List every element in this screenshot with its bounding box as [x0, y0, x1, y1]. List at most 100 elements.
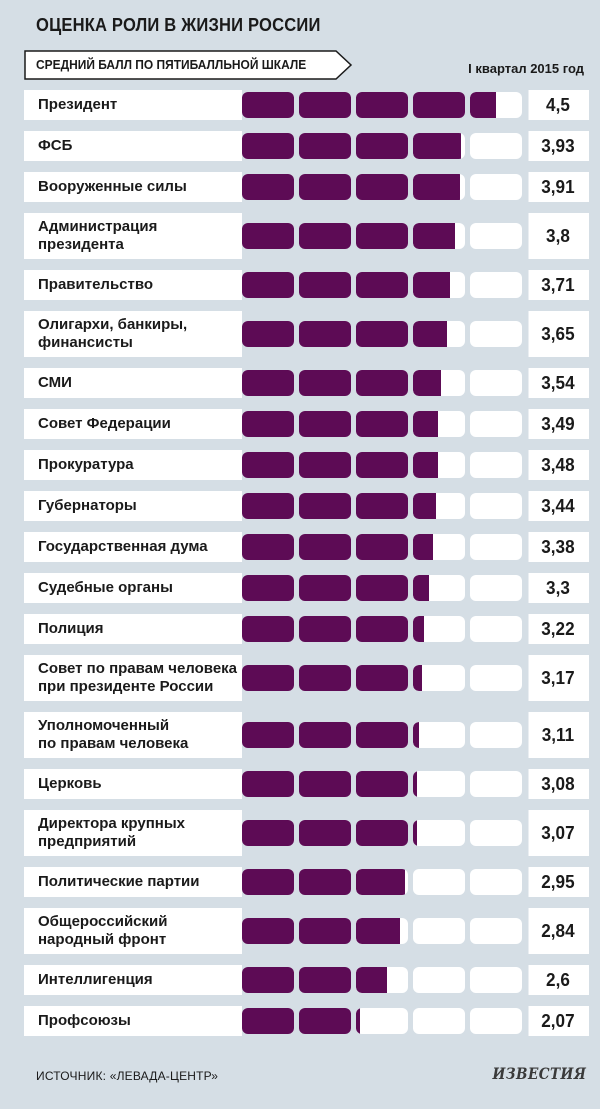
category-label-line: Олигархи, банкиры,	[38, 316, 188, 333]
bar-segment	[413, 272, 465, 298]
bar-fill	[242, 534, 294, 560]
bar-track	[242, 491, 527, 521]
bar-track	[242, 655, 527, 701]
bar-fill	[356, 223, 408, 249]
bar-segment	[356, 272, 408, 298]
bar-fill	[356, 133, 408, 159]
bar-segment	[356, 411, 408, 437]
bar-track	[242, 908, 527, 954]
bar-fill	[356, 820, 408, 846]
bar-segment	[356, 493, 408, 519]
bar-segment	[242, 223, 294, 249]
category-label: Олигархи, банкиры, финансисты	[38, 316, 238, 352]
bar-segment	[299, 616, 351, 642]
bar-segment	[470, 452, 522, 478]
bar-fill	[356, 174, 408, 200]
category-label: Администрация президента	[38, 218, 238, 254]
bar-fill	[242, 411, 294, 437]
bar-fill	[413, 722, 419, 748]
bar-segment	[299, 92, 351, 118]
bar-fill	[299, 820, 351, 846]
bar-fill	[356, 1008, 360, 1034]
category-label: ФСБ	[38, 137, 238, 155]
bar-fill	[356, 92, 408, 118]
bar-segment	[299, 411, 351, 437]
category-label-line: Совет по правам человека	[38, 660, 238, 677]
bar-fill	[242, 918, 294, 944]
value-label: 3,22	[526, 614, 588, 644]
bar-segment	[413, 370, 465, 396]
bar-segment	[413, 869, 465, 895]
category-label-line: финансисты	[38, 334, 133, 351]
bar-segment	[356, 575, 408, 601]
bar-segment	[470, 918, 522, 944]
bar-fill	[299, 493, 351, 519]
bar-segment	[413, 174, 465, 200]
bar-segment	[356, 918, 408, 944]
bar-fill	[356, 272, 408, 298]
bar-segment	[356, 1008, 408, 1034]
chart-row: Церковь 3,08	[24, 769, 589, 799]
bar-segment	[470, 174, 522, 200]
bar-fill	[470, 92, 496, 118]
bar-segment	[299, 133, 351, 159]
bar-segment	[299, 722, 351, 748]
category-label-line: СМИ	[38, 374, 72, 391]
bar-segment	[356, 370, 408, 396]
bar-fill	[413, 575, 429, 601]
chart-row: ФСБ 3,93	[24, 131, 589, 161]
category-label: СМИ	[38, 374, 238, 392]
value-label: 2,84	[526, 908, 588, 954]
bar-fill	[356, 452, 408, 478]
bar-segment	[299, 820, 351, 846]
value-label: 2,95	[526, 867, 588, 897]
bar-fill	[299, 967, 351, 993]
bar-segment	[470, 272, 522, 298]
bar-segment	[413, 820, 465, 846]
bar-fill	[413, 771, 418, 797]
bar-fill	[356, 771, 408, 797]
bar-track	[242, 712, 527, 758]
category-label: Уполномоченный по правам человека	[38, 717, 238, 753]
subtitle: СРЕДНИЙ БАЛЛ ПО ПЯТИБАЛЛЬНОЙ ШКАЛЕ	[36, 57, 307, 72]
bar-fill	[413, 321, 447, 347]
bar-segment	[470, 493, 522, 519]
izvestia-logo: ИЗВЕСТИЯ	[492, 1064, 586, 1083]
bar-segment	[356, 174, 408, 200]
value-label: 3,65	[526, 311, 588, 357]
bar-fill	[242, 771, 294, 797]
bar-segment	[356, 722, 408, 748]
category-label-line: президента	[38, 236, 124, 253]
bar-fill	[299, 411, 351, 437]
bar-segment	[242, 370, 294, 396]
bar-segment	[413, 665, 465, 691]
bar-segment	[413, 616, 465, 642]
bar-fill	[242, 223, 294, 249]
bar-segment	[242, 534, 294, 560]
bar-fill	[242, 92, 294, 118]
bar-fill	[242, 575, 294, 601]
value-label: 3,93	[526, 131, 588, 161]
value-label: 3,38	[526, 532, 588, 562]
bar-segment	[413, 534, 465, 560]
bar-fill	[242, 616, 294, 642]
bar-fill	[299, 223, 351, 249]
bar-fill	[413, 493, 436, 519]
value-label: 3,71	[526, 270, 588, 300]
bar-segment	[356, 869, 408, 895]
bar-segment	[299, 665, 351, 691]
category-label: Церковь	[38, 775, 238, 793]
bar-fill	[356, 493, 408, 519]
bar-fill	[299, 918, 351, 944]
bar-segment	[470, 92, 522, 118]
chart-row: Правительство 3,71	[24, 270, 589, 300]
bar-segment	[470, 321, 522, 347]
bar-segment	[470, 1008, 522, 1034]
bar-track	[242, 172, 527, 202]
category-label-line: предприятий	[38, 833, 137, 850]
bar-fill	[242, 370, 294, 396]
chart-row: Директора крупных предприятий 3,07	[24, 810, 589, 856]
value-label: 3,48	[526, 450, 588, 480]
value-label: 2,07	[526, 1006, 588, 1036]
